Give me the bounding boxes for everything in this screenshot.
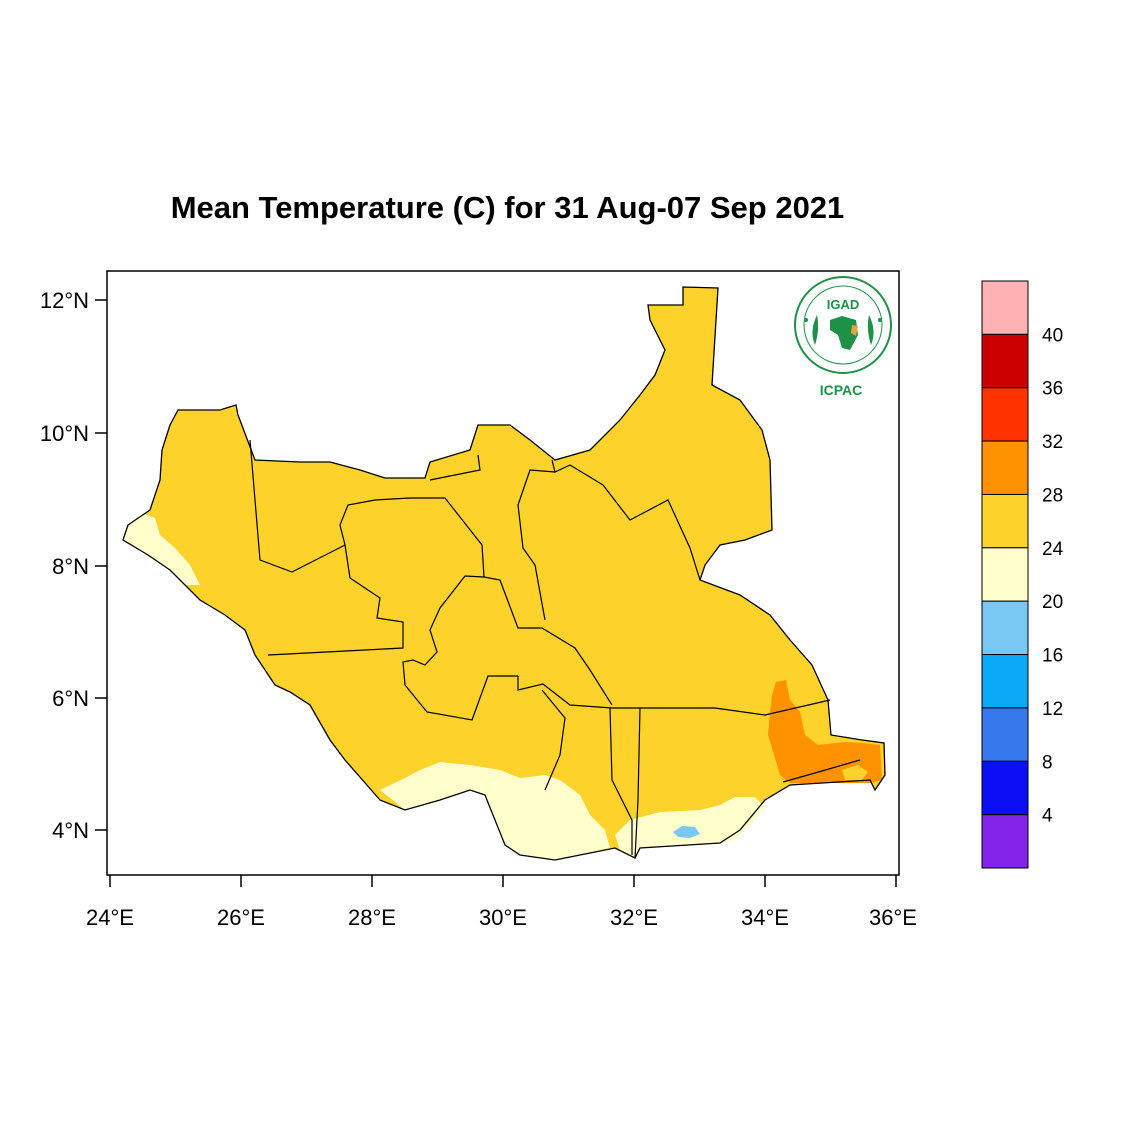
legend-tick-label: 8	[1042, 752, 1053, 773]
legend-swatch	[981, 600, 1029, 656]
y-tick-label: 8°N	[52, 554, 89, 579]
legend-swatch	[981, 333, 1029, 389]
legend-swatch	[981, 440, 1029, 495]
color-legend: 40 36 32 28 24 20 16 12 8 4	[981, 280, 1064, 869]
country-outline	[122, 286, 886, 861]
legend-swatch	[981, 707, 1029, 762]
mild-region-southwest	[380, 762, 610, 860]
legend-swatch	[981, 493, 1029, 549]
legend-swatch	[981, 814, 1029, 869]
legend-swatch	[981, 760, 1029, 816]
legend-swatch	[981, 654, 1029, 709]
legend-swatch	[981, 387, 1029, 442]
x-tick-label: 26°E	[217, 905, 265, 930]
cool-patch	[673, 826, 700, 838]
legend-tick-label: 4	[1042, 806, 1053, 827]
axis-ticks	[95, 299, 897, 887]
legend-tick-label: 40	[1042, 325, 1063, 346]
legend-tick-label: 36	[1042, 379, 1063, 400]
admin-boundaries	[249, 439, 861, 859]
y-tick-label: 12°N	[40, 288, 89, 313]
legend-tick-label: 28	[1042, 485, 1063, 506]
x-tick-label: 36°E	[869, 905, 917, 930]
logo-text-icpac: ICPAC	[820, 382, 863, 398]
mild-region-west	[123, 513, 200, 585]
y-tick-label: 4°N	[52, 818, 89, 843]
legend-tick-label: 20	[1042, 592, 1063, 613]
legend-swatch	[981, 280, 1029, 335]
x-tick-label: 24°E	[86, 905, 134, 930]
hot-region-southeast	[768, 680, 882, 783]
legend-swatch	[981, 547, 1029, 602]
warm-patch-southeast	[842, 765, 868, 780]
x-tick-label: 34°E	[741, 905, 789, 930]
y-tick-label: 10°N	[40, 421, 89, 446]
x-tick-label: 30°E	[479, 905, 527, 930]
map-title: Mean Temperature (C) for 31 Aug-07 Sep 2…	[170, 190, 845, 225]
y-tick-label: 6°N	[52, 686, 89, 711]
legend-tick-label: 32	[1042, 432, 1063, 453]
x-tick-label: 28°E	[348, 905, 396, 930]
logo-text-igad: IGAD	[827, 297, 860, 312]
igad-logo: IGAD ICPAC	[794, 276, 892, 398]
legend-tick-label: 16	[1042, 646, 1063, 667]
x-tick-label: 32°E	[610, 905, 658, 930]
country-fill	[123, 287, 885, 860]
legend-tick-label: 12	[1042, 699, 1063, 720]
legend-tick-label: 24	[1042, 539, 1064, 560]
